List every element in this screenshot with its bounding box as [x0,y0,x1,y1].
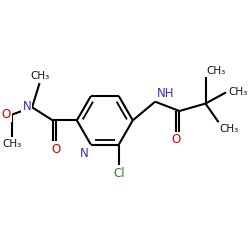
Text: O: O [52,143,61,156]
Text: N: N [22,100,31,113]
Text: Cl: Cl [113,167,124,180]
Text: CH₃: CH₃ [31,71,50,81]
Text: CH₃: CH₃ [2,139,21,149]
Text: O: O [171,134,180,146]
Text: CH₃: CH₃ [228,87,247,97]
Text: CH₃: CH₃ [206,66,226,76]
Text: CH₃: CH₃ [220,124,239,134]
Text: NH: NH [157,87,174,100]
Text: O: O [2,108,11,121]
Text: N: N [80,147,89,160]
